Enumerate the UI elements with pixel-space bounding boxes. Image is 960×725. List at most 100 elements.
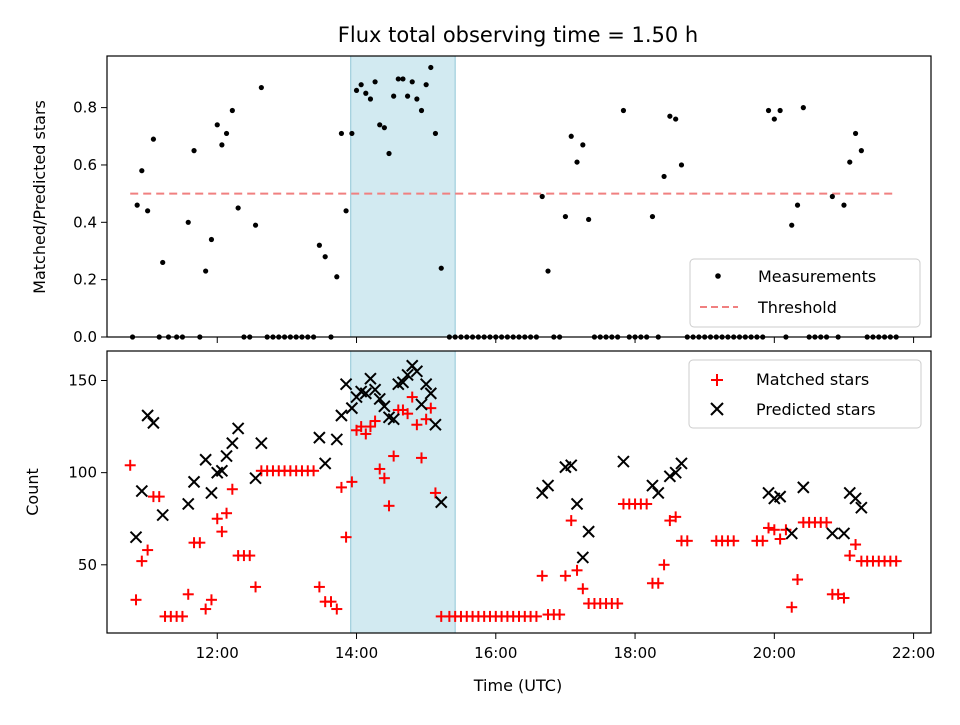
top-legend: Measurements Threshold (689, 258, 921, 328)
legend-predicted-marker (710, 402, 724, 416)
predicted-marker-b (147, 416, 160, 430)
matched-star-point (429, 487, 441, 499)
top-observing-span (350, 55, 456, 338)
predicted-marker-b (576, 551, 590, 564)
matched-star-point (142, 544, 154, 556)
predicted-star-point (424, 387, 438, 400)
measurement-point (400, 76, 406, 82)
predicted-marker-b (617, 455, 630, 468)
predicted-star-point (313, 431, 326, 444)
measurement-point (363, 90, 369, 96)
predicted-stars-series (129, 359, 868, 564)
predicted-star-point (855, 501, 868, 514)
predicted-marker-b (231, 422, 245, 435)
measurement-point (789, 222, 795, 228)
measurement-point (223, 130, 230, 137)
measurement-point (235, 205, 241, 211)
matched-star-point (355, 421, 367, 433)
predicted-marker-b (675, 457, 688, 470)
predicted-star-point (220, 449, 233, 463)
matched-star-point (346, 476, 358, 488)
predicted-star-point (199, 453, 212, 466)
predicted-marker-b (826, 527, 839, 540)
predicted-star-point (837, 527, 851, 540)
measurement-point (777, 107, 783, 114)
predicted-marker-b (785, 527, 798, 540)
matched-star-point (844, 550, 856, 562)
matched-star-point (554, 609, 566, 621)
matched-star-point (331, 603, 343, 615)
matched-star-point (652, 577, 664, 589)
predicted-star-point (797, 481, 810, 494)
predicted-star-point (255, 436, 268, 450)
measurement-point (852, 130, 859, 137)
predicted-marker-b (345, 401, 359, 415)
bottom-x-tick-label: 22:00 (892, 644, 935, 662)
matched-star-point (792, 574, 804, 586)
predicted-star-point (226, 436, 239, 450)
measurement-point (334, 274, 340, 280)
predicted-marker-b (429, 418, 442, 431)
top-highlight-span (350, 55, 456, 338)
measurement-point (214, 122, 220, 128)
predicted-star-point (182, 497, 195, 511)
predicted-marker-b (663, 470, 677, 483)
measurement-point (372, 79, 378, 85)
predicted-marker-b (359, 387, 373, 400)
measurement-point (258, 84, 264, 91)
bottom-y-tick-label: 50 (78, 556, 97, 574)
predicted-marker-b (205, 486, 218, 500)
measurement-point (539, 193, 545, 200)
measurement-point (765, 107, 772, 114)
matched-star-point (670, 511, 682, 523)
measurement-point (358, 82, 364, 88)
predicted-marker-b (135, 484, 149, 498)
predicted-marker-b (187, 475, 201, 489)
predicted-star-point (318, 457, 332, 470)
predicted-star-point (339, 377, 353, 391)
matched-star-point (536, 570, 548, 582)
matched-star-point (200, 603, 212, 615)
matched-star-point (559, 570, 571, 582)
measurement-point (203, 268, 209, 274)
predicted-star-point (652, 486, 665, 500)
bottom-x-tick-label: 20:00 (753, 644, 796, 662)
measurement-point (667, 113, 673, 119)
matched-star-point (664, 515, 676, 527)
matched-star-point (182, 588, 194, 600)
bottom-y-axis-label: Count (23, 468, 42, 516)
matched-star-point (335, 481, 347, 493)
matched-star-point (211, 513, 223, 525)
bottom-x-ticks: 12:00 14:00 16:00 18:00 20:00 22:00 (196, 633, 935, 662)
matched-star-point (153, 491, 165, 503)
matched-star-point (420, 413, 432, 425)
measurement-point (432, 130, 439, 137)
measurement-point (678, 162, 685, 168)
matched-star-point (360, 428, 372, 440)
predicted-marker-b (255, 436, 268, 450)
matched-star-point (890, 555, 902, 567)
predicted-marker-b (424, 387, 438, 400)
bottom-y-tick-label: 100 (68, 464, 97, 482)
measurement-point (338, 130, 345, 137)
predicted-star-point (156, 508, 169, 522)
measurement-point (395, 76, 401, 82)
predicted-star-point (785, 527, 798, 540)
predicted-star-point (205, 486, 218, 500)
predicted-marker-b (141, 409, 154, 422)
matched-star-point (244, 550, 256, 562)
measurement-point (771, 116, 777, 122)
matched-stars-series (124, 391, 902, 622)
predicted-marker-b (339, 377, 353, 391)
predicted-marker-b (837, 527, 851, 540)
predicted-marker-b (129, 530, 143, 544)
measurement-point (586, 216, 592, 223)
matched-star-point (226, 483, 238, 495)
predicted-marker-b (419, 377, 433, 391)
matched-star-point (780, 524, 792, 536)
legend-predicted-label: Predicted stars (756, 400, 876, 419)
measurement-point (349, 130, 355, 137)
predicted-star-point (135, 484, 149, 498)
predicted-star-point (387, 412, 400, 426)
predicted-star-point (364, 372, 377, 385)
